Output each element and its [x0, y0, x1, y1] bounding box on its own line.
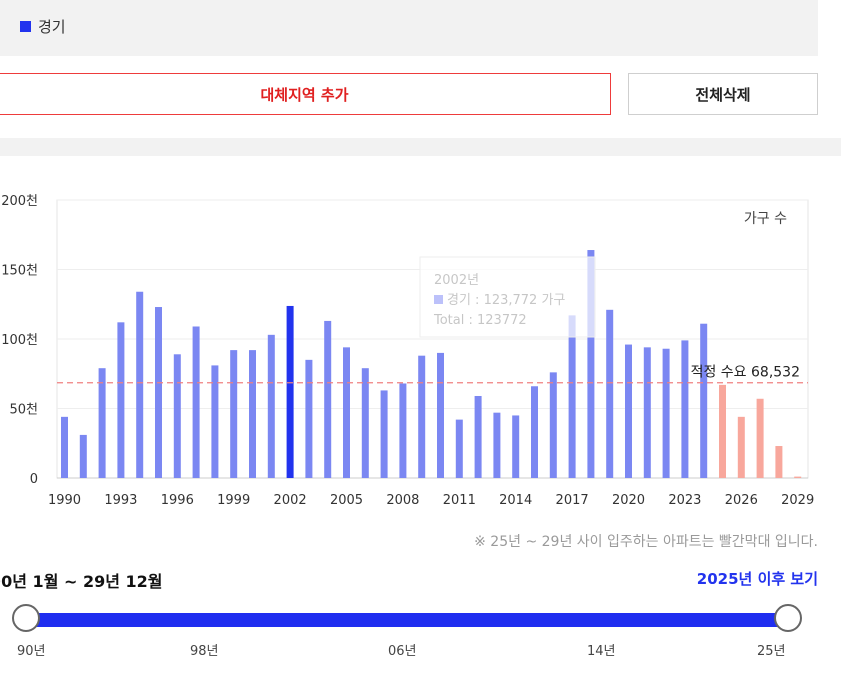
bar-2021: [643, 347, 651, 478]
x-tick-label: 2014: [499, 493, 532, 508]
bar-1996: [173, 354, 181, 478]
add-region-button[interactable]: 대체지역 추가: [0, 73, 611, 115]
bar-2007: [380, 390, 388, 478]
x-tick-label: 2023: [668, 493, 701, 508]
clear-all-button[interactable]: 전체삭제: [628, 73, 818, 115]
bar-2000: [249, 350, 256, 478]
tooltip-series: 경기 : 123,772 가구: [447, 293, 565, 308]
bar-2025: [719, 384, 726, 478]
bar-2020: [625, 344, 632, 478]
bar-2001: [267, 334, 275, 478]
bar-2024: [700, 323, 708, 478]
x-tick-label: 2017: [556, 493, 589, 508]
slider-end-handle[interactable]: [774, 604, 802, 632]
x-tick-label: 2002: [274, 493, 307, 508]
y-tick-label: 0: [30, 472, 38, 487]
bar-1999: [230, 350, 238, 478]
bar-2003: [305, 359, 313, 478]
x-tick-label: 1999: [217, 493, 250, 508]
x-tick-label: 1993: [104, 493, 137, 508]
y-tick-label: 50천: [9, 403, 38, 418]
bar-1998: [211, 365, 219, 478]
reference-line-label: 적정 수요 68,532: [691, 365, 800, 381]
bar-2005: [343, 347, 350, 478]
bar-2029: [794, 476, 802, 478]
bar-1991: [79, 434, 87, 478]
bar-1994: [136, 291, 144, 478]
y-tick-label: 200천: [1, 194, 38, 209]
bar-1993: [117, 322, 125, 478]
legend-item-gyeonggi[interactable]: 경기: [20, 16, 66, 37]
y-tick-label: 150천: [1, 264, 38, 279]
unit-label: 가구 수: [744, 211, 787, 227]
year-range-slider[interactable]: [10, 600, 810, 644]
bar-2014: [512, 415, 520, 478]
y-tick-label: 100천: [1, 333, 38, 348]
bar-2010: [437, 352, 444, 478]
x-tick-label: 2029: [781, 493, 814, 508]
bar-2016: [549, 372, 557, 478]
tooltip-box: [419, 256, 596, 338]
legend-label: 경기: [38, 18, 66, 36]
tooltip-total: Total : 123772: [433, 313, 527, 328]
after-2025-link[interactable]: 2025년 이후 보기: [696, 570, 818, 588]
bar-1990: [61, 416, 68, 478]
bar-2004: [324, 320, 332, 478]
bar-2019: [606, 309, 614, 478]
bar-2015: [531, 386, 538, 478]
x-tick-label: 2020: [612, 493, 645, 508]
bar-2026: [737, 416, 745, 478]
bar-2028: [775, 446, 783, 478]
x-tick-label: 2011: [443, 493, 476, 508]
x-tick-label: 1996: [161, 493, 194, 508]
slider-start-handle[interactable]: [12, 604, 40, 632]
x-tick-label: 2008: [386, 493, 419, 508]
bar-2027: [756, 398, 764, 478]
bar-2022: [662, 348, 670, 478]
date-range-label: 90년 1월 ~ 29년 12월: [0, 572, 163, 591]
bar-2018: [587, 250, 595, 478]
chart-note: ※ 25년 ~ 29년 사이 입주하는 아파트는 빨간막대 입니다.: [474, 534, 818, 550]
bar-2008: [399, 383, 407, 478]
legend-box: 경기: [0, 0, 818, 56]
slider-tick: 25년: [757, 644, 786, 659]
legend-swatch: [20, 21, 31, 32]
bar-2002: [286, 305, 294, 478]
slider-tick: 06년: [388, 644, 417, 659]
bar-2006: [361, 368, 369, 478]
bar-2009: [418, 355, 426, 478]
tooltip-swatch: [434, 295, 443, 304]
bar-1992: [98, 368, 106, 478]
bar-2023: [681, 340, 689, 478]
slider-track: [26, 613, 796, 627]
tooltip-year: 2002년: [434, 273, 479, 288]
bar-1995: [155, 307, 162, 478]
bar-1997: [192, 326, 200, 478]
x-tick-label: 1990: [48, 493, 81, 508]
bar-2013: [493, 412, 501, 478]
bar-2012: [474, 395, 482, 478]
slider-tick: 14년: [587, 644, 616, 659]
bar-2011: [455, 419, 463, 478]
slider-tick: 90년: [17, 644, 46, 659]
x-tick-label: 2005: [330, 493, 363, 508]
x-tick-label: 2026: [725, 493, 758, 508]
section-divider: [0, 138, 841, 156]
slider-tick: 98년: [190, 644, 219, 659]
bar-2017: [568, 315, 576, 478]
